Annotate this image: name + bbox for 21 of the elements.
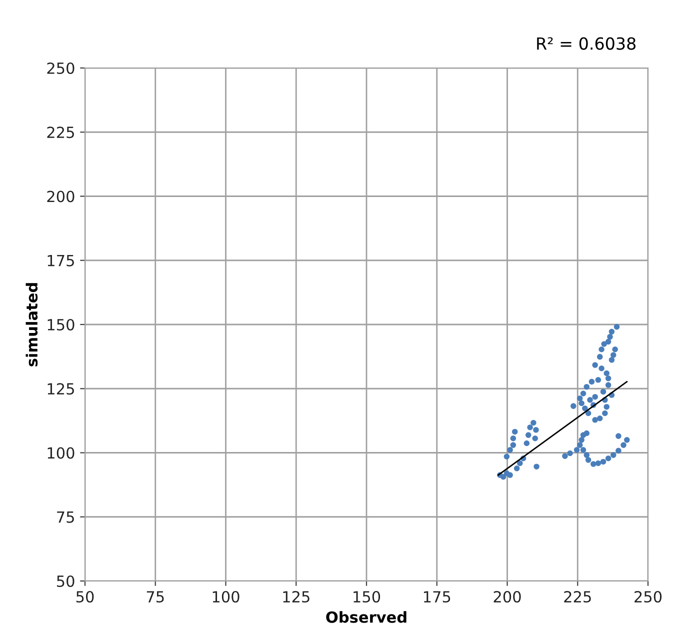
text: R² = 0.6038 — [537, 37, 636, 50]
y-tick-label: 200 — [47, 190, 74, 202]
x-tick-label: 225 — [564, 590, 591, 603]
y-tick-label: 175 — [48, 255, 74, 266]
x-tick-label: 175 — [424, 591, 450, 603]
x-tick-label: 75 — [146, 591, 164, 603]
y-tick-label: 225 — [47, 126, 74, 138]
y-tick-label: 50 — [57, 575, 74, 588]
x-tick-label: 125 — [283, 590, 310, 603]
y-tick-label: 125 — [48, 383, 74, 395]
x-tick-label: 150 — [354, 590, 380, 603]
y-tick-label: 100 — [48, 447, 74, 459]
x-tick-label: 200 — [494, 590, 521, 603]
y-tick-label: 75 — [57, 512, 74, 523]
x-tick-label: 50 — [76, 590, 94, 603]
y-tick-label: 250 — [47, 62, 74, 74]
x-tick-label: 100 — [212, 590, 240, 603]
x-tick-label: 250 — [634, 590, 662, 603]
y-tick-label: 150 — [48, 318, 74, 331]
y-axis-title: simulated — [26, 283, 38, 366]
x-axis-title: Observed — [326, 611, 406, 623]
